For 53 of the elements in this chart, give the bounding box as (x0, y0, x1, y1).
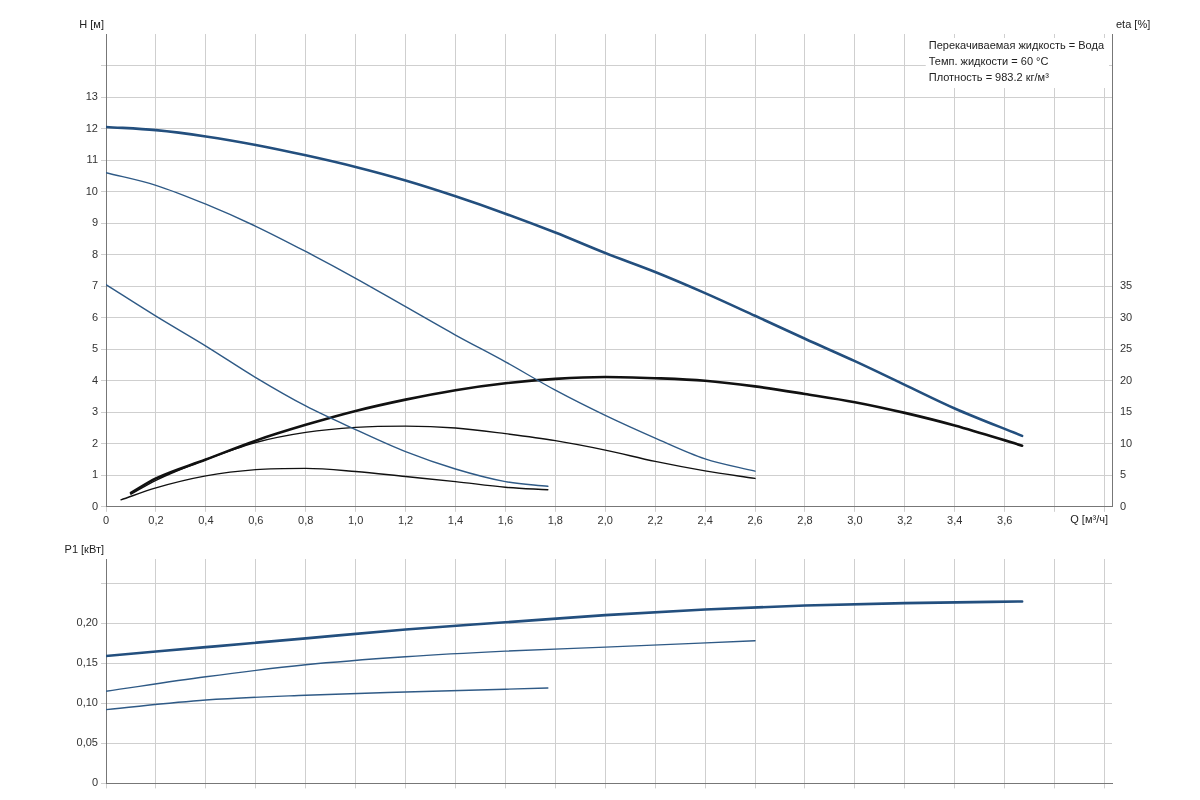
x-tick-label: 2,0 (597, 514, 613, 527)
y-tick-label: 9 (91, 216, 98, 229)
y-tick-label: 0,05 (76, 736, 98, 749)
annotation: Перекачиваемая жидкость = Вода (928, 38, 1105, 51)
y-tick-label: 6 (91, 310, 98, 323)
y2-tick-label: 25 (1120, 342, 1133, 355)
y-tick-label: 3 (91, 405, 98, 418)
x-tick-label: 3,6 (997, 514, 1013, 527)
y-tick-label: 0,15 (76, 656, 98, 669)
x-tick-label: 1,6 (497, 514, 514, 527)
x-tick-label: 0,8 (298, 514, 314, 527)
y-tick-label: 13 (85, 90, 98, 103)
x-tick-label: 0,6 (248, 514, 264, 527)
x-tick-label: 3,2 (897, 514, 913, 527)
x-tick-label: 2,2 (647, 514, 663, 527)
y2-tick-label: 35 (1120, 279, 1133, 292)
x-tick-label: 1,0 (347, 514, 364, 527)
y-axis-title: P1 [кВт] (64, 542, 104, 555)
y-tick-label: 4 (91, 373, 98, 386)
x-tick-label: 2,6 (747, 514, 763, 527)
annotation: Темп. жидкости = 60 °C (928, 54, 1049, 67)
y2-axis-title: eta [%] (1116, 17, 1151, 30)
y-tick-label: 11 (86, 153, 98, 166)
y-tick-label: 8 (91, 247, 98, 260)
x-axis-title: Q [м³/ч] (1070, 513, 1108, 526)
x-tick-label: 2,8 (797, 514, 813, 527)
x-tick-label: 0,4 (198, 514, 214, 527)
y-tick-label: 2 (91, 436, 98, 449)
x-tick-label: 3,0 (847, 514, 863, 527)
y2-tick-label: 0 (1120, 499, 1127, 512)
y-tick-label: 7 (91, 279, 98, 292)
y-tick-label: 0 (91, 499, 98, 512)
y-tick-label: 0 (91, 776, 98, 789)
x-tick-label: 1,2 (397, 514, 414, 527)
x-tick-label: 1,4 (447, 514, 464, 527)
y2-tick-label: 15 (1120, 405, 1133, 418)
y-tick-label: 0,10 (76, 696, 98, 709)
y2-tick-label: 10 (1120, 436, 1133, 449)
y-tick-label: 10 (85, 184, 98, 197)
y2-tick-label: 30 (1120, 310, 1133, 323)
y2-tick-label: 5 (1120, 468, 1127, 481)
y-tick-label: 12 (85, 121, 98, 134)
x-tick-label: 2,4 (697, 514, 713, 527)
annotation: Плотность = 983.2 кг/м³ (928, 70, 1050, 83)
x-tick-label: 1,8 (547, 514, 563, 527)
x-tick-label: 0,2 (148, 514, 164, 527)
y-tick-label: 5 (91, 342, 98, 355)
y-tick-label: 1 (91, 468, 98, 481)
y-axis-title: H [м] (79, 17, 104, 30)
x-tick-label: 3,4 (947, 514, 963, 527)
y2-tick-label: 20 (1120, 373, 1133, 386)
y-tick-label: 0,20 (76, 616, 98, 629)
x-tick-label: 0 (102, 514, 110, 527)
